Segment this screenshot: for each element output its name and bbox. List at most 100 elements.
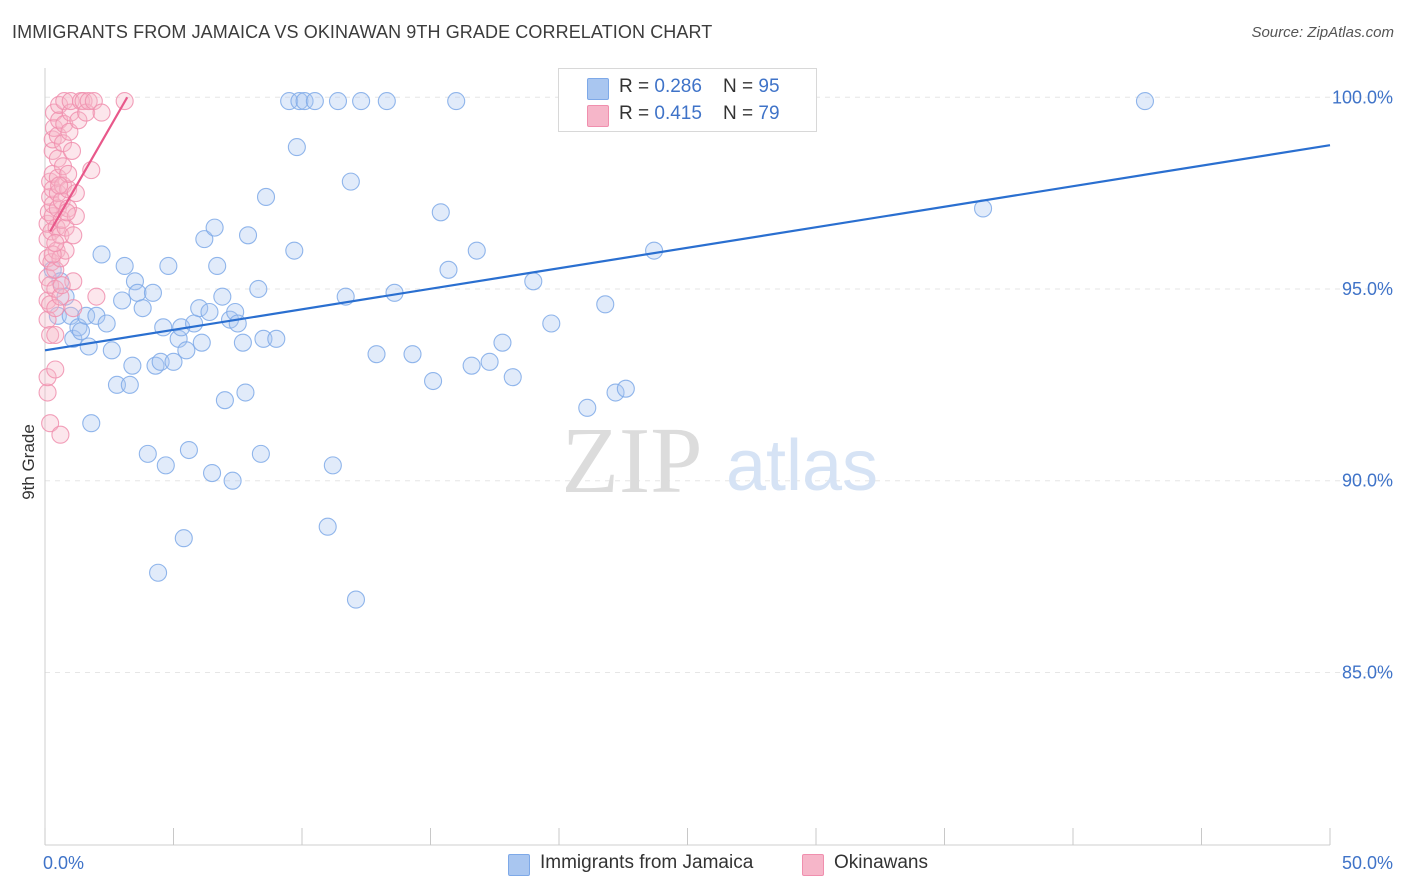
okinawan-point	[62, 141, 82, 160]
jamaica-point	[102, 341, 121, 360]
stats-legend: R = 0.286 N = 95 R = 0.415 N = 79	[558, 68, 817, 132]
jamaica-point	[238, 226, 258, 245]
jamaica-point	[195, 230, 214, 249]
jamaica-point	[223, 471, 242, 490]
okinawan-point	[64, 299, 83, 318]
jamaica-point	[203, 463, 222, 483]
legend-swatch-jamaica	[587, 78, 609, 100]
jamaica-point	[190, 299, 209, 318]
okinawan-point	[43, 245, 62, 264]
okinawan-point	[52, 276, 71, 295]
okinawan-point	[66, 207, 85, 226]
legend-r-value: 0.286	[654, 76, 702, 97]
x-tick-label: 0.0%	[43, 853, 84, 873]
jamaica-point	[267, 329, 286, 348]
jamaica-point	[177, 341, 196, 360]
legend-r-value: 0.415	[654, 103, 702, 124]
legend-r-label: R =	[619, 103, 655, 124]
okinawan-point	[64, 272, 83, 291]
legend-label-jamaica: Immigrants from Jamaica	[540, 852, 754, 873]
jamaica-point	[403, 345, 422, 364]
jamaica-point	[616, 379, 635, 398]
legend-swatch-okinawans	[587, 105, 609, 127]
jamaica-point	[233, 333, 252, 352]
jamaica-point	[542, 314, 561, 333]
jamaica-point	[606, 383, 625, 402]
okinawan-point	[92, 103, 111, 122]
okinawan-point	[51, 287, 70, 306]
okinawan-point	[87, 287, 106, 306]
tick-labels: 100.0% 95.0% 90.0% 85.0% 0.0% 50.0%	[43, 87, 1393, 873]
source-credit: Source: ZipAtlas.com	[1251, 24, 1394, 41]
trend-lines	[44, 96, 1331, 352]
jamaica-point	[159, 256, 178, 276]
okinawan-point	[50, 176, 69, 195]
trend-line-jamaica	[44, 144, 1331, 352]
jamaica-point	[92, 245, 111, 264]
jamaica-point	[215, 391, 234, 410]
okinawan-point	[61, 92, 80, 111]
legend-n-label: N =	[723, 76, 759, 97]
jamaica-point	[205, 218, 224, 237]
jamaica-point	[151, 352, 170, 371]
jamaica-point	[125, 272, 144, 291]
jamaica-point	[524, 272, 543, 291]
jamaica-point	[285, 241, 304, 260]
jamaica-point	[645, 241, 664, 260]
jamaica-point	[377, 92, 396, 111]
jamaica-point	[280, 92, 299, 111]
axes	[44, 68, 1331, 846]
okinawan-point	[74, 92, 93, 111]
legend-label-okinawans: Okinawans	[834, 852, 928, 873]
okinawan-point	[51, 425, 70, 444]
jamaica-point	[123, 356, 142, 375]
jamaica-point	[251, 444, 270, 463]
series-jamaica-points	[43, 92, 1155, 609]
y-axis-label: 9th Grade	[19, 424, 38, 500]
jamaica-point	[318, 517, 337, 536]
jamaica-point	[341, 172, 360, 191]
jamaica-point	[295, 92, 314, 111]
jamaica-point	[200, 302, 219, 322]
jamaica-point	[503, 368, 522, 387]
jamaica-point	[447, 92, 466, 111]
jamaica-point	[462, 356, 481, 375]
watermark-atlas: atlas	[726, 426, 878, 506]
jamaica-point	[133, 299, 152, 318]
jamaica-point	[156, 456, 175, 475]
jamaica-point	[249, 279, 268, 299]
jamaica-point	[346, 590, 366, 609]
jamaica-point	[120, 375, 139, 394]
okinawan-point	[69, 111, 88, 130]
trend-line-okinawans	[49, 96, 129, 233]
jamaica-point	[328, 92, 348, 111]
jamaica-point	[1135, 92, 1155, 111]
okinawan-point	[38, 383, 57, 402]
jamaica-point	[192, 333, 211, 352]
series-legend: Immigrants from Jamaica Okinawans	[0, 852, 1406, 878]
jamaica-point	[107, 375, 127, 394]
okinawan-point	[38, 368, 57, 387]
okinawan-point	[41, 325, 60, 345]
y-tick-label: 95.0%	[1342, 279, 1393, 299]
jamaica-point	[149, 563, 168, 582]
chart-title: IMMIGRANTS FROM JAMAICA VS OKINAWAN 9TH …	[12, 22, 713, 42]
okinawan-point	[46, 260, 65, 279]
watermark: ZIP atlas	[562, 409, 879, 513]
legend-n-value: 95	[758, 76, 780, 97]
jamaica-point	[367, 345, 386, 364]
legend-n-value: 79	[758, 103, 780, 124]
legend-n-label: N =	[723, 103, 759, 124]
okinawan-point	[79, 92, 98, 111]
legend-swatch-okinawans	[802, 854, 824, 876]
jamaica-point	[236, 383, 255, 402]
jamaica-point	[480, 352, 499, 371]
okinawan-point	[64, 226, 83, 245]
series-okinawans-points	[38, 92, 134, 444]
jamaica-point	[174, 529, 193, 548]
jamaica-point	[82, 414, 101, 433]
legend-r-label: R =	[619, 76, 655, 97]
jamaica-point	[467, 241, 486, 260]
y-tick-label: 100.0%	[1332, 87, 1393, 107]
